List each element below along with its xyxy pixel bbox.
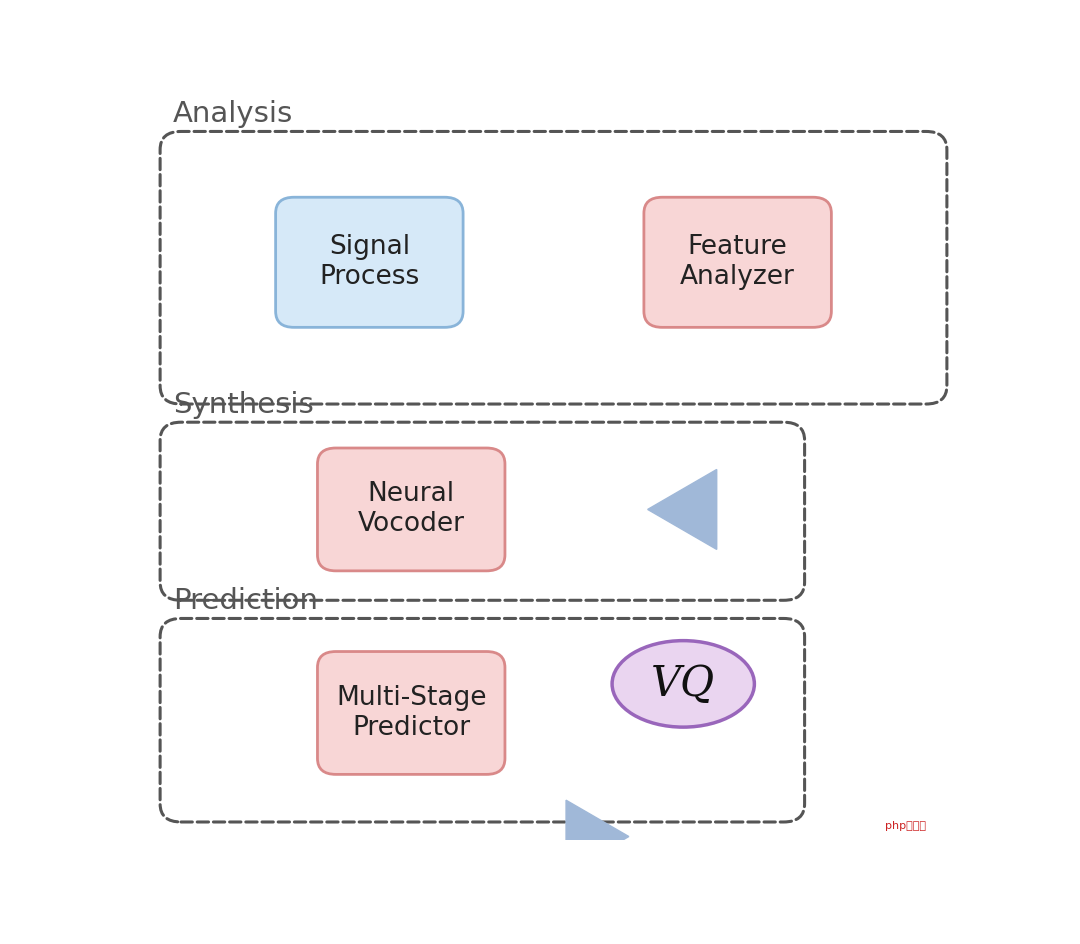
Polygon shape [648,469,717,549]
Text: Multi-Stage
Predictor: Multi-Stage Predictor [336,685,486,741]
FancyBboxPatch shape [318,448,505,571]
Text: php中文网: php中文网 [885,821,926,832]
Ellipse shape [612,641,754,727]
Text: VQ: VQ [651,663,715,705]
Text: Synthesis: Synthesis [173,391,313,418]
Text: Prediction: Prediction [173,587,318,615]
FancyBboxPatch shape [318,651,505,774]
FancyBboxPatch shape [275,197,463,328]
Text: Signal
Process: Signal Process [320,234,419,291]
Text: Feature
Analyzer: Feature Analyzer [680,234,795,291]
Text: Neural
Vocoder: Neural Vocoder [357,481,464,537]
FancyBboxPatch shape [644,197,832,328]
Text: Analysis: Analysis [173,100,293,127]
Polygon shape [566,801,629,873]
